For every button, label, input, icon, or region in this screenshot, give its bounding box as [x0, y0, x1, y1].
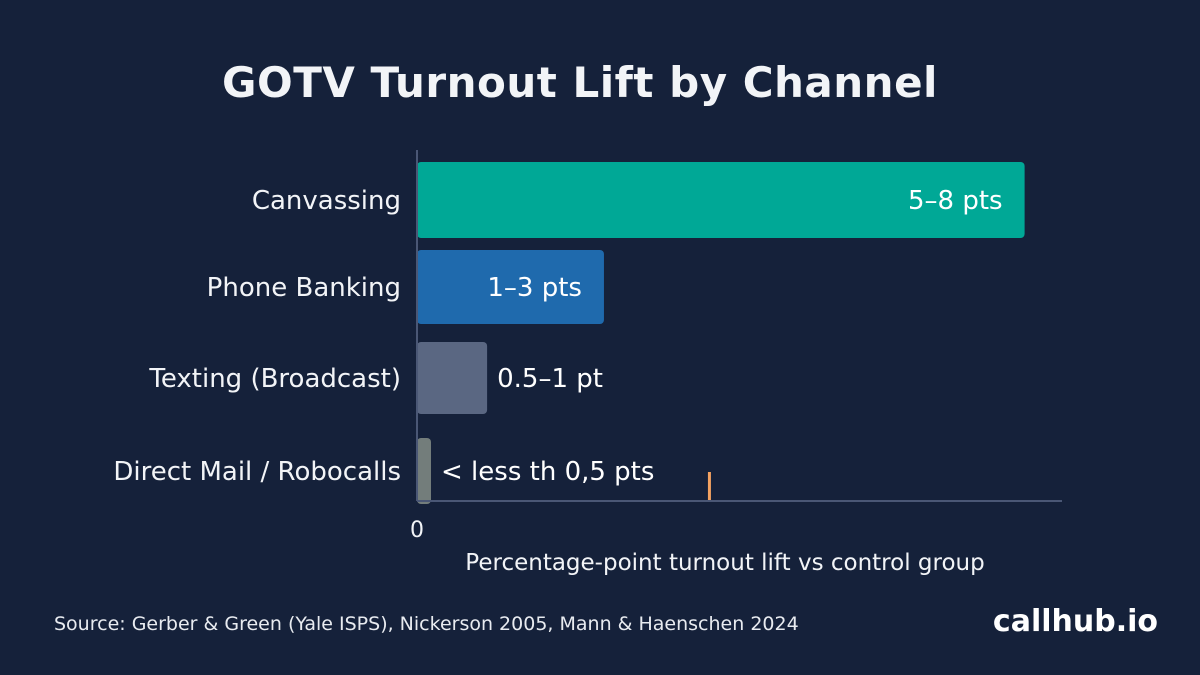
labels-layer: Canvassing 5–8 pts Phone Banking 1–3 pts Tex… [113, 186, 1002, 487]
bar-1 [417, 250, 604, 324]
axis-layer: 0 Percentage-point turnout lift vs contro… [410, 150, 1062, 576]
bars-layer [417, 162, 1025, 504]
bar-0 [417, 162, 1025, 238]
category-label: Canvassing [252, 186, 401, 216]
source-note: Source: Gerber & Green (Yale ISPS), Nick… [54, 613, 799, 635]
value-label: < less th 0,5 pts [441, 457, 654, 487]
brand-logo: callhub.io [992, 604, 1158, 639]
bar-2 [417, 342, 488, 414]
value-label: 5–8 pts [908, 186, 1003, 216]
category-label: Direct Mail / Robocalls [113, 457, 401, 487]
value-label: 0.5–1 pt [497, 364, 603, 394]
chart-title: GOTV Turnout Lift by Channel [222, 58, 938, 107]
bar-3 [417, 438, 431, 504]
x-axis-title: Percentage-point turnout lift vs control… [465, 550, 984, 576]
x-tick-label: 0 [410, 518, 424, 543]
category-label: Texting (Broadcast) [148, 364, 401, 394]
category-label: Phone Banking [207, 273, 401, 303]
value-label: 1–3 pts [487, 273, 582, 303]
